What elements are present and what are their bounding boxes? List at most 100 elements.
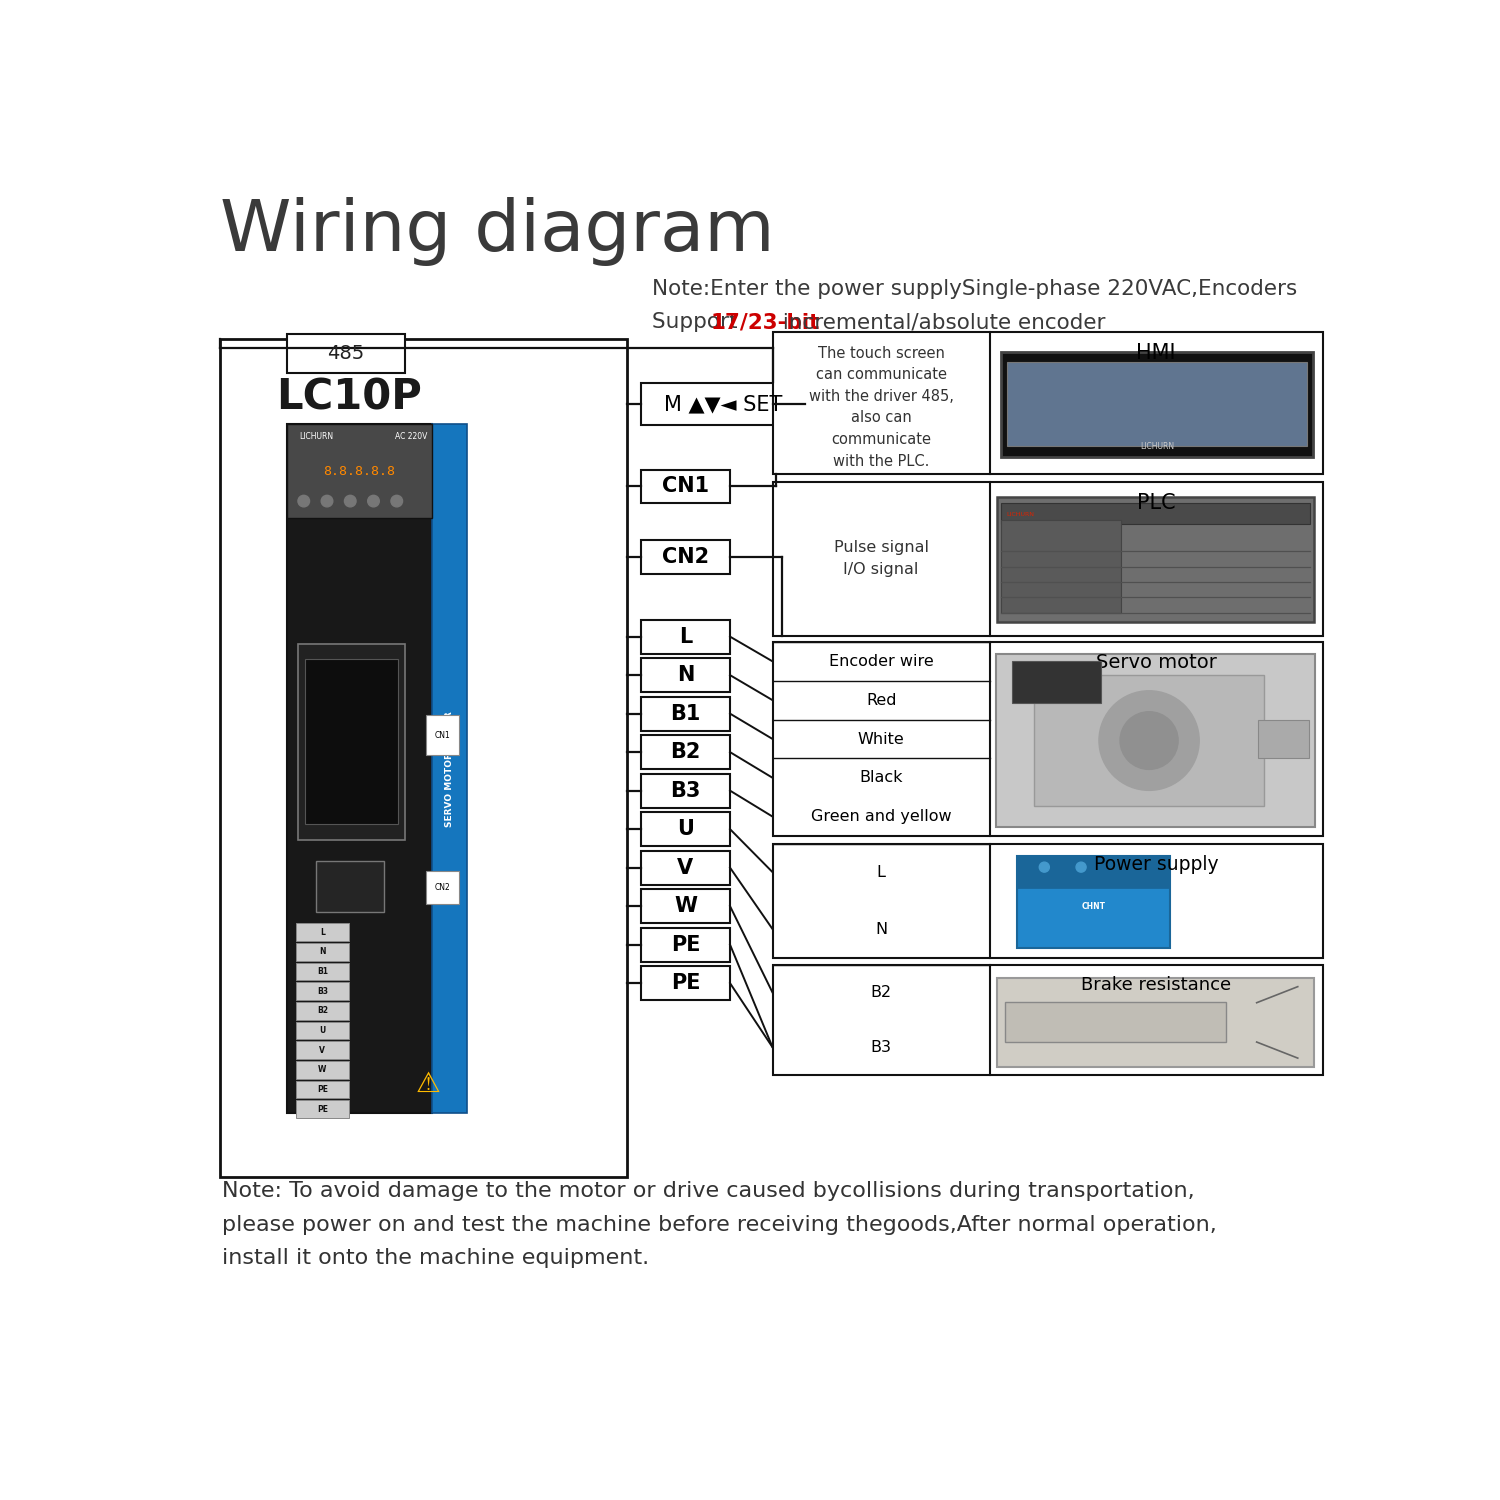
Text: V: V	[678, 858, 693, 877]
Text: W: W	[318, 1065, 327, 1074]
FancyBboxPatch shape	[1017, 856, 1170, 888]
Circle shape	[1100, 690, 1198, 790]
Circle shape	[321, 495, 333, 507]
Text: Green and yellow: Green and yellow	[812, 808, 951, 824]
FancyBboxPatch shape	[640, 774, 730, 807]
Text: B2: B2	[316, 1007, 328, 1016]
Text: W: W	[674, 896, 698, 916]
Text: L: L	[876, 864, 885, 879]
Circle shape	[298, 495, 309, 507]
FancyBboxPatch shape	[296, 1022, 348, 1040]
Text: N: N	[676, 664, 694, 686]
FancyBboxPatch shape	[772, 333, 1323, 474]
FancyBboxPatch shape	[1017, 856, 1170, 948]
Text: B2: B2	[870, 986, 891, 1000]
FancyBboxPatch shape	[286, 334, 405, 372]
FancyBboxPatch shape	[296, 982, 348, 1000]
Text: M ▲▼◄ SET: M ▲▼◄ SET	[664, 394, 782, 414]
Text: PE: PE	[316, 1104, 328, 1113]
FancyBboxPatch shape	[772, 843, 1323, 957]
Text: Power supply: Power supply	[1094, 855, 1218, 873]
FancyBboxPatch shape	[296, 963, 348, 981]
Text: B2: B2	[670, 742, 700, 762]
FancyBboxPatch shape	[432, 424, 466, 1113]
FancyBboxPatch shape	[640, 966, 730, 1000]
FancyBboxPatch shape	[640, 890, 730, 922]
FancyBboxPatch shape	[296, 944, 348, 962]
FancyBboxPatch shape	[772, 642, 1323, 836]
Circle shape	[345, 495, 355, 507]
FancyBboxPatch shape	[426, 871, 459, 904]
Text: Wiring diagram: Wiring diagram	[220, 196, 774, 266]
FancyBboxPatch shape	[306, 658, 399, 825]
Circle shape	[1040, 862, 1050, 871]
Text: N: N	[320, 948, 326, 957]
Text: Support: Support	[652, 312, 746, 333]
Text: SERVO MOTOR DRIVER: SERVO MOTOR DRIVER	[446, 711, 454, 827]
FancyBboxPatch shape	[316, 861, 384, 912]
Text: B3: B3	[870, 1040, 891, 1054]
FancyBboxPatch shape	[296, 1100, 348, 1118]
Circle shape	[1076, 862, 1086, 871]
Text: ⚠: ⚠	[416, 1070, 441, 1098]
FancyBboxPatch shape	[640, 850, 730, 885]
FancyBboxPatch shape	[640, 735, 730, 770]
FancyBboxPatch shape	[296, 1080, 348, 1098]
FancyBboxPatch shape	[298, 644, 405, 840]
Text: LICHURN: LICHURN	[1140, 442, 1174, 452]
FancyBboxPatch shape	[640, 927, 730, 962]
Text: CN1: CN1	[662, 477, 710, 496]
FancyBboxPatch shape	[998, 978, 1314, 1066]
Text: 17/23-bit: 17/23-bit	[711, 312, 821, 333]
Text: B3: B3	[670, 780, 700, 801]
Text: Red: Red	[865, 693, 897, 708]
Text: CHNT: CHNT	[1082, 903, 1106, 912]
FancyBboxPatch shape	[296, 1041, 348, 1059]
Text: CN2: CN2	[435, 884, 450, 892]
Text: B1: B1	[316, 968, 328, 976]
FancyBboxPatch shape	[286, 424, 432, 1113]
Text: Black: Black	[859, 771, 903, 786]
FancyBboxPatch shape	[1005, 1002, 1227, 1042]
FancyBboxPatch shape	[426, 716, 459, 754]
FancyBboxPatch shape	[1002, 352, 1312, 458]
Text: The touch screen
can communicate
with the driver 485,
also can
communicate
with : The touch screen can communicate with th…	[808, 345, 954, 468]
FancyBboxPatch shape	[1013, 662, 1101, 702]
Text: HMI: HMI	[1137, 344, 1176, 363]
FancyBboxPatch shape	[296, 924, 348, 940]
Text: N: N	[874, 921, 886, 936]
FancyBboxPatch shape	[640, 540, 730, 574]
FancyBboxPatch shape	[220, 339, 627, 1178]
Text: V: V	[320, 1046, 326, 1054]
Text: LICHURN: LICHURN	[1007, 512, 1035, 516]
Text: White: White	[858, 732, 904, 747]
Text: LC10P: LC10P	[276, 376, 422, 419]
Circle shape	[368, 495, 380, 507]
Text: PLC: PLC	[1137, 492, 1176, 513]
Text: LICHURN: LICHURN	[298, 432, 333, 441]
FancyBboxPatch shape	[296, 1002, 348, 1020]
Text: Brake resistance: Brake resistance	[1082, 976, 1232, 994]
Circle shape	[1120, 711, 1178, 770]
FancyBboxPatch shape	[286, 424, 432, 518]
Text: L: L	[680, 627, 692, 646]
FancyBboxPatch shape	[640, 620, 730, 654]
Text: incremental/absolute encoder: incremental/absolute encoder	[777, 312, 1106, 333]
Circle shape	[392, 495, 402, 507]
FancyBboxPatch shape	[640, 470, 730, 504]
Text: 485: 485	[327, 344, 364, 363]
Text: PE: PE	[670, 934, 700, 954]
Text: Note: To avoid damage to the motor or drive caused bycollisions during transport: Note: To avoid damage to the motor or dr…	[222, 1180, 1216, 1268]
Text: U: U	[676, 819, 694, 839]
Text: Note:Enter the power supplySingle-phase 220VAC,Encoders: Note:Enter the power supplySingle-phase …	[652, 279, 1298, 298]
FancyBboxPatch shape	[640, 384, 806, 424]
FancyBboxPatch shape	[1008, 362, 1306, 447]
FancyBboxPatch shape	[640, 658, 730, 692]
Text: Pulse signal
I/O signal: Pulse signal I/O signal	[834, 540, 928, 578]
FancyBboxPatch shape	[772, 966, 1323, 1074]
Text: AC 220V: AC 220V	[396, 432, 427, 441]
FancyBboxPatch shape	[1002, 503, 1310, 524]
Text: B1: B1	[670, 704, 700, 723]
Text: U: U	[320, 1026, 326, 1035]
Text: CN2: CN2	[662, 548, 710, 567]
